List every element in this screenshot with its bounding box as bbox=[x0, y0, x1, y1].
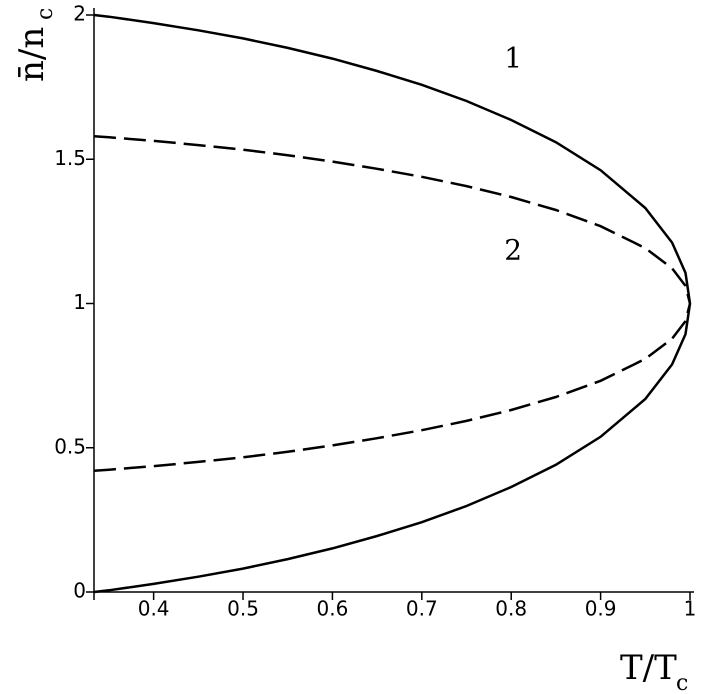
x-tick-label: 0.8 bbox=[495, 597, 527, 621]
x-tick-label: 0.7 bbox=[406, 597, 438, 621]
y-tick-label: 1 bbox=[73, 290, 86, 314]
x-axis-label-sub: c bbox=[676, 671, 688, 694]
x-tick-label: 1 bbox=[684, 597, 697, 621]
curve-lower bbox=[93, 303, 692, 473]
y-axis-label-group: n̄/n c bbox=[12, 8, 58, 82]
x-tick-label: 0.6 bbox=[317, 597, 349, 621]
y-tick-label: 0 bbox=[73, 579, 86, 603]
x-axis-label: T/T bbox=[620, 648, 677, 688]
y-axis-label: n̄/n bbox=[12, 27, 52, 82]
y-tick-label: 2 bbox=[73, 2, 86, 26]
y-tick-label: 0.5 bbox=[54, 434, 86, 458]
x-tick-label: 0.4 bbox=[138, 597, 170, 621]
curve-lower bbox=[93, 303, 692, 594]
x-tick-label: 0.9 bbox=[585, 597, 617, 621]
y-tick-label: 1.5 bbox=[54, 146, 86, 170]
y-axis-label-sub: c bbox=[33, 8, 58, 20]
curve-upper bbox=[93, 13, 692, 304]
curve-label: 1 bbox=[504, 42, 522, 75]
curve-label: 2 bbox=[504, 234, 522, 267]
curve-upper bbox=[93, 134, 692, 304]
x-tick-label: 0.5 bbox=[227, 597, 259, 621]
